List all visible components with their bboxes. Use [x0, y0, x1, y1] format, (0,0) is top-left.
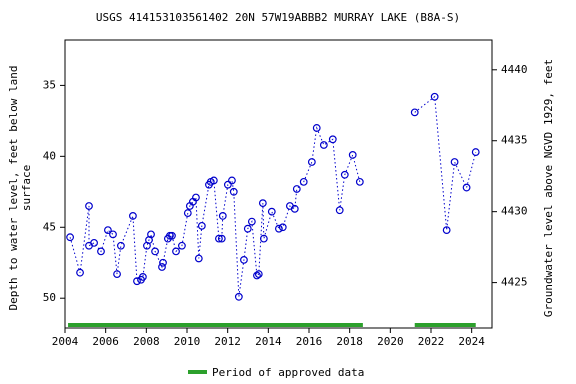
data-point	[168, 231, 176, 240]
data-point	[340, 170, 349, 179]
y2-tick-label: 4425	[501, 276, 528, 289]
data-point	[138, 273, 147, 281]
data-point	[254, 270, 263, 278]
data-point	[209, 176, 218, 185]
data-point	[229, 187, 238, 196]
data-point	[178, 241, 186, 250]
data-point	[335, 206, 344, 215]
data-point	[307, 158, 316, 166]
data-point	[450, 158, 459, 166]
x-tick-label: 2022	[418, 335, 445, 348]
data-point	[197, 221, 206, 230]
data-point	[328, 135, 337, 144]
x-tick-label: 2012	[214, 335, 241, 348]
x-tick-label: 2014	[255, 335, 282, 348]
y-tick-label: 40	[43, 149, 56, 162]
data-point	[158, 263, 166, 271]
data-point	[215, 234, 223, 243]
plot-frame	[64, 39, 493, 329]
data-point	[97, 247, 105, 256]
data-point	[355, 177, 364, 186]
y2-tick-label: 4435	[501, 134, 528, 147]
data-point	[129, 212, 137, 220]
data-point	[442, 226, 451, 235]
data-point	[159, 258, 167, 267]
y-tick-label: 45	[43, 220, 56, 233]
data-point	[471, 148, 480, 156]
data-point	[312, 124, 321, 132]
data-point	[410, 108, 419, 117]
legend-label: Period of approved data	[212, 366, 364, 379]
data-point	[240, 256, 248, 264]
x-tick-label: 2006	[92, 335, 119, 348]
y-tick-label: 50	[43, 291, 56, 304]
data-point	[66, 233, 74, 242]
data-point	[104, 226, 112, 235]
data-point	[117, 241, 125, 250]
data-point	[113, 270, 121, 278]
x-tick-label: 2016	[296, 335, 323, 348]
chart-title: USGS 414153103561402 20N 57W19ABBB2 MURR…	[96, 11, 460, 24]
y-axis-label: Depth to water level, feet below land	[7, 65, 20, 310]
data-point	[253, 271, 261, 280]
y2-tick-label: 4430	[501, 205, 528, 218]
data-point	[243, 224, 252, 233]
data-point	[192, 193, 200, 202]
data-point	[319, 141, 328, 149]
data-point	[299, 177, 308, 186]
x-tick-label: 2008	[133, 335, 160, 348]
data-point	[462, 183, 471, 192]
x-tick-label: 2020	[377, 335, 404, 348]
data-point	[151, 247, 159, 256]
data-point	[259, 234, 268, 243]
x-tick-label: 2024	[458, 335, 485, 348]
data-point	[217, 234, 226, 243]
y2-tick-label: 4440	[501, 63, 528, 76]
data-point	[223, 180, 232, 189]
data-point	[85, 202, 93, 210]
data-point	[292, 185, 301, 193]
data-point	[430, 92, 439, 101]
x-tick-label: 2004	[52, 335, 79, 348]
data-point	[275, 224, 283, 233]
data-point	[348, 151, 357, 159]
data-point	[109, 230, 117, 239]
data-point	[147, 230, 155, 239]
y-tick-label: 35	[43, 78, 56, 91]
data-point	[76, 268, 84, 277]
data-point	[247, 217, 256, 226]
data-point	[133, 277, 141, 286]
data-point	[234, 292, 243, 301]
y2-axis-label: Groundwater level above NGVD 1929, feet	[542, 59, 555, 317]
data-point	[90, 238, 98, 247]
data-point	[290, 204, 299, 213]
data-point	[278, 223, 287, 232]
data-point	[172, 247, 180, 256]
y-axis-label: surface	[20, 165, 33, 211]
data-point	[228, 176, 236, 185]
x-tick-label: 2018	[336, 335, 363, 348]
x-tick-label: 2010	[174, 335, 201, 348]
data-point	[183, 209, 192, 217]
data-point	[258, 199, 267, 208]
data-point	[267, 207, 276, 216]
data-point	[194, 254, 203, 263]
data-point	[218, 212, 227, 220]
